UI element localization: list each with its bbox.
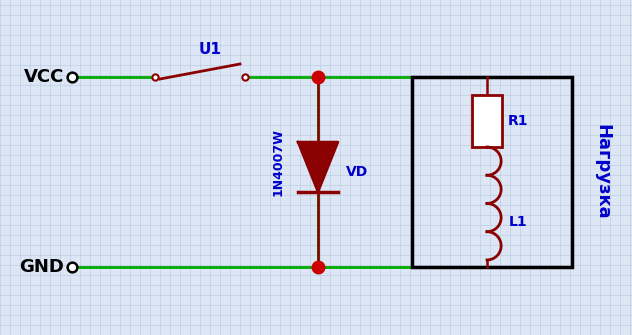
Text: 1N4007W: 1N4007W [272,128,284,196]
Text: GND: GND [19,258,64,276]
Text: VD: VD [346,165,368,179]
Text: VCC: VCC [23,68,64,86]
Text: Нагрузка: Нагрузка [593,124,611,220]
Bar [472,95,502,147]
Text: U1: U1 [198,42,221,57]
Bar [412,77,572,267]
Text: L1: L1 [509,215,528,229]
Text: R1: R1 [508,114,528,128]
Polygon shape [298,142,338,192]
